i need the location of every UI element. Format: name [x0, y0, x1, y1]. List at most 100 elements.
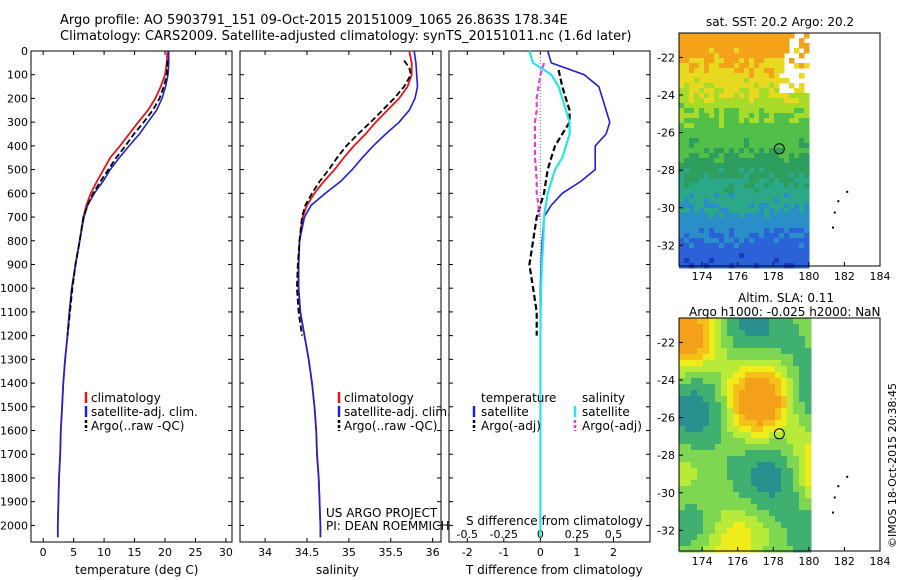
sst-cell: [709, 48, 715, 54]
sla-island: [837, 485, 840, 488]
sst-cell: [804, 228, 810, 234]
sst-cell: [744, 68, 750, 74]
sst-cell: [784, 103, 790, 109]
sla-cell: [733, 522, 740, 529]
sst-cell: [754, 148, 760, 154]
sla-map-title-line1: Altim. SLA: 0.11: [738, 291, 835, 305]
sst-cell: [759, 193, 765, 199]
sla-cell: [775, 522, 782, 529]
sla-cell: [763, 486, 770, 493]
sst-cell: [714, 198, 720, 204]
sst-cell: [759, 213, 765, 219]
sst-cell: [764, 123, 770, 129]
sst-cell: [759, 53, 765, 59]
sla-cell: [709, 426, 716, 433]
sla-cell: [799, 486, 806, 493]
sst-cell: [779, 123, 785, 129]
sla-cell: [751, 366, 758, 373]
sla-cell: [769, 378, 776, 385]
sst-cell: [714, 173, 720, 179]
sla-cell: [787, 498, 794, 505]
sst-cell: [744, 228, 750, 234]
sst-cell: [759, 163, 765, 169]
sst-cell: [704, 238, 710, 244]
sst-cell: [774, 103, 780, 109]
sst-cell: [714, 63, 720, 69]
sst-cell: [769, 163, 775, 169]
sla-cell: [751, 402, 758, 409]
sla-cell: [703, 486, 710, 493]
sst-cell: [799, 178, 805, 184]
sst-cell: [679, 188, 685, 194]
sla-cell: [775, 378, 782, 385]
sla-cell: [751, 342, 758, 349]
sst-cell: [749, 253, 755, 259]
sst-cell: [799, 248, 805, 254]
sst-island: [831, 226, 834, 229]
sla-cell: [739, 348, 746, 355]
sst-map-title: sat. SST: 20.2 Argo: 20.2: [706, 15, 855, 29]
sla-cell: [745, 348, 752, 355]
sst-cell: [739, 93, 745, 99]
sst-cell: [679, 98, 685, 104]
sla-cell: [703, 546, 710, 553]
sst-cell: [759, 168, 765, 174]
sst-cell: [709, 193, 715, 199]
sst-cell: [774, 228, 780, 234]
sst-cell: [709, 43, 715, 49]
sst-cell: [729, 178, 735, 184]
sst-cell: [739, 253, 745, 259]
sst-cell: [759, 158, 765, 164]
sla-cell: [727, 396, 734, 403]
sla-cell: [739, 480, 746, 487]
sla-cell: [721, 408, 728, 415]
sla-cell: [691, 444, 698, 451]
sla-cell: [799, 450, 806, 457]
sst-cell: [764, 73, 770, 79]
sst-cell: [699, 188, 705, 194]
sst-cell: [759, 38, 765, 44]
sst-cell: [784, 143, 790, 149]
sst-cell: [734, 193, 740, 199]
sst-cell: [739, 193, 745, 199]
sla-cell: [787, 330, 794, 337]
sla-cell: [799, 546, 806, 553]
difference-x-tick-label: -1: [498, 546, 509, 559]
sla-cell: [733, 324, 740, 331]
sla-cell: [805, 390, 812, 397]
sla-cell: [787, 390, 794, 397]
sla-cell: [709, 348, 716, 355]
sst-cell: [724, 48, 730, 54]
sla-cell: [739, 474, 746, 481]
sst-cell: [794, 243, 800, 249]
sst-cell: [689, 88, 695, 94]
sla-cell: [769, 528, 776, 535]
sla-cell: [763, 438, 770, 445]
sst-cell: [739, 153, 745, 159]
sst-cell: [769, 183, 775, 189]
sst-cell: [719, 143, 725, 149]
sla-cell: [733, 456, 740, 463]
sst-cell: [719, 248, 725, 254]
sst-cell: [709, 168, 715, 174]
sla-cell: [679, 522, 686, 529]
sla-cell: [757, 438, 764, 445]
sst-cell: [779, 243, 785, 249]
sst-cell: [799, 223, 805, 229]
sst-cell: [734, 203, 740, 209]
sst-cell: [804, 238, 810, 244]
temperature-x-tick-label: 20: [158, 546, 172, 559]
sla-cell: [805, 444, 812, 451]
sla-cell: [763, 402, 770, 409]
sst-cell: [789, 183, 795, 189]
sla-y-tick-label: -32: [657, 524, 675, 537]
sst-y-tick-label: -32: [657, 239, 675, 252]
sla-cell: [775, 438, 782, 445]
sst-cell: [754, 58, 760, 64]
sst-cell: [714, 238, 720, 244]
sst-cell: [744, 53, 750, 59]
sla-cell: [769, 468, 776, 475]
sst-cell: [789, 58, 795, 64]
sst-cell: [789, 153, 795, 159]
sst-cell: [764, 198, 770, 204]
